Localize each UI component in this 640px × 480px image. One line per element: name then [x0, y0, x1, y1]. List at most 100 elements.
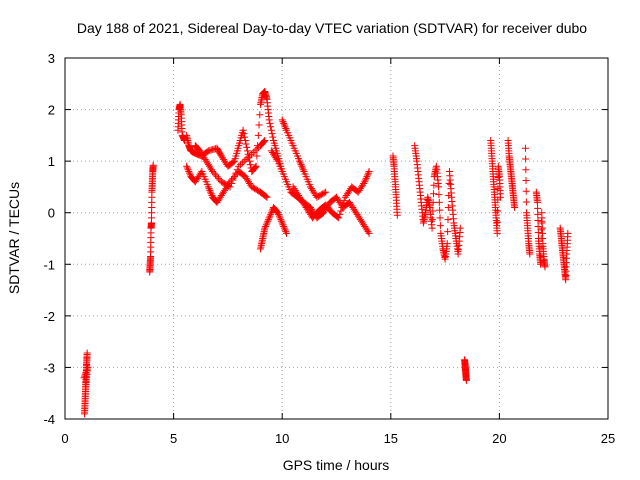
data-point	[219, 179, 227, 187]
data-point	[214, 174, 222, 182]
data-point	[229, 176, 237, 184]
data-point	[429, 207, 437, 215]
data-point	[207, 188, 215, 196]
data-point	[262, 222, 270, 230]
data-point	[280, 121, 288, 129]
data-point	[255, 121, 263, 129]
data-point	[256, 111, 264, 119]
data-point	[267, 123, 275, 131]
data-point	[254, 131, 262, 139]
data-point	[299, 166, 307, 174]
data-point	[249, 149, 257, 157]
data-point	[297, 161, 305, 169]
data-point	[268, 130, 276, 138]
data-point	[282, 228, 290, 236]
data-point	[220, 179, 228, 187]
data-point	[534, 216, 542, 224]
data-point	[246, 161, 254, 169]
x-tick-label: 15	[384, 431, 398, 446]
data-point	[436, 222, 444, 230]
data-point	[522, 166, 530, 174]
data-point	[240, 130, 248, 138]
data-point	[298, 162, 306, 170]
data-point	[534, 210, 542, 218]
data-point	[430, 181, 438, 189]
data-point	[265, 116, 273, 124]
data-point	[322, 188, 330, 196]
y-axis-label: SDTVAR / TECUs	[6, 182, 22, 294]
data-point	[436, 206, 444, 214]
data-point	[265, 214, 273, 222]
data-point	[262, 221, 270, 229]
data-point	[251, 164, 259, 172]
data-point	[261, 137, 269, 145]
data-point	[435, 191, 443, 199]
data-point	[212, 171, 220, 179]
data-point	[280, 224, 288, 232]
y-tick-label: 3	[48, 51, 55, 66]
data-point	[183, 164, 191, 172]
data-point	[444, 228, 452, 236]
data-point	[282, 124, 290, 132]
x-tick-label: 20	[492, 431, 506, 446]
data-point	[364, 169, 372, 177]
data-point	[252, 186, 260, 194]
data-point	[496, 193, 504, 201]
data-point	[319, 190, 327, 198]
data-point	[444, 204, 452, 212]
data-point	[428, 224, 436, 232]
data-point	[185, 167, 193, 175]
data-point	[267, 209, 275, 217]
data-point	[361, 176, 369, 184]
data-point	[261, 224, 269, 232]
data-point	[209, 167, 217, 175]
data-point	[338, 204, 346, 212]
data-point	[263, 193, 271, 201]
data-point	[226, 183, 234, 191]
data-point	[283, 229, 291, 237]
data-point	[83, 349, 91, 357]
data-point	[279, 118, 287, 126]
data-point	[246, 152, 254, 160]
data-point	[541, 263, 549, 271]
data-point	[183, 162, 191, 170]
data-point	[313, 193, 321, 201]
axis-ticks	[64, 57, 609, 420]
x-tick-label: 0	[61, 431, 68, 446]
data-point	[251, 147, 259, 155]
data-point	[186, 169, 194, 177]
data-point	[259, 138, 267, 146]
data-point	[244, 154, 252, 162]
x-tick-label: 10	[275, 431, 289, 446]
data-point	[429, 198, 437, 206]
data-point	[298, 164, 306, 172]
data-point	[534, 204, 542, 212]
data-point	[206, 186, 214, 194]
data-point	[242, 155, 250, 163]
data-point	[217, 178, 225, 186]
data-point	[238, 159, 246, 167]
data-point	[435, 198, 443, 206]
data-point	[320, 189, 328, 197]
data-point	[266, 212, 274, 220]
data-point	[210, 169, 218, 177]
data-point	[365, 167, 373, 175]
data-point	[266, 119, 274, 127]
data-point	[445, 179, 453, 187]
data-point	[253, 152, 261, 160]
data-point	[251, 163, 259, 171]
data-point	[534, 222, 542, 230]
data-point	[228, 179, 236, 187]
data-point	[248, 183, 256, 191]
data-point	[241, 133, 249, 141]
y-tick-label: 2	[48, 103, 55, 118]
data-point	[430, 190, 438, 198]
data-point	[205, 185, 213, 193]
data-point	[229, 158, 237, 166]
data-point	[278, 219, 286, 227]
data-point	[276, 214, 284, 222]
data-point	[83, 355, 91, 363]
data-point	[223, 181, 231, 189]
data-point	[494, 207, 502, 215]
y-tick-label: -1	[43, 257, 55, 272]
